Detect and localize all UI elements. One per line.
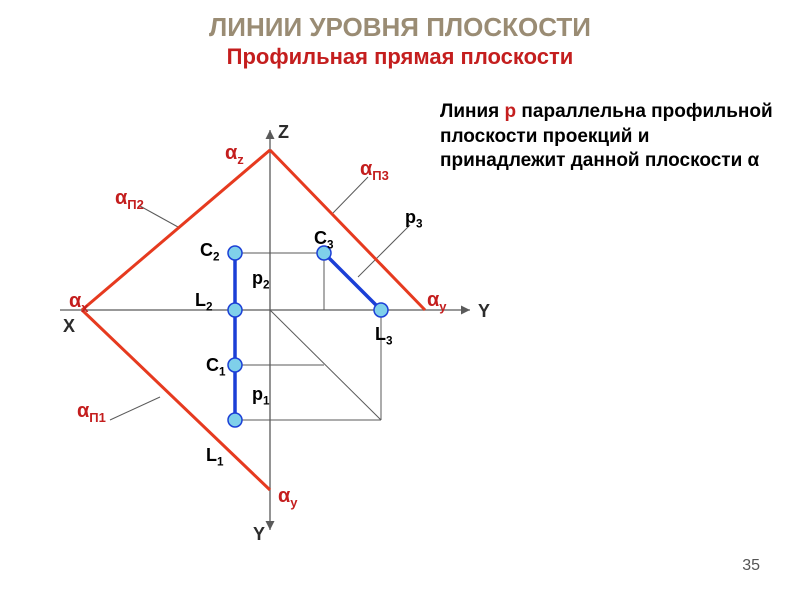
diagram-svg: X Y Z Yαx αz αy αy αП1 αП2 αП3 p1 p2 p3 С1 С2 С3 L1 L2 L3 [0,0,800,600]
svg-text:L3: L3 [375,324,393,348]
svg-text:αy: αy [278,485,298,510]
svg-text:С2: С2 [200,240,220,264]
svg-text:αx: αx [69,290,89,315]
svg-text:Y: Y [253,524,265,544]
svg-text:p3: p3 [405,207,423,231]
svg-text:L2: L2 [195,290,213,314]
svg-text:αП1: αП1 [77,400,106,425]
svg-text:С1: С1 [206,355,226,379]
svg-text:Z: Z [278,122,289,142]
svg-text:p1: p1 [252,384,270,408]
svg-text:Y: Y [478,301,490,321]
svg-text:p2: p2 [252,268,270,292]
svg-text:αП3: αП3 [360,158,389,183]
svg-text:αП2: αП2 [115,187,144,212]
svg-text:X: X [63,316,75,336]
svg-text:L1: L1 [206,445,224,469]
svg-text:αz: αz [225,142,244,167]
page-number: 35 [742,557,760,575]
slide-root: { "title1": { "text": "ЛИНИИ УРОВНЯ ПЛОС… [0,0,800,600]
svg-text:С3: С3 [314,228,334,252]
svg-text:αy: αy [427,289,447,314]
